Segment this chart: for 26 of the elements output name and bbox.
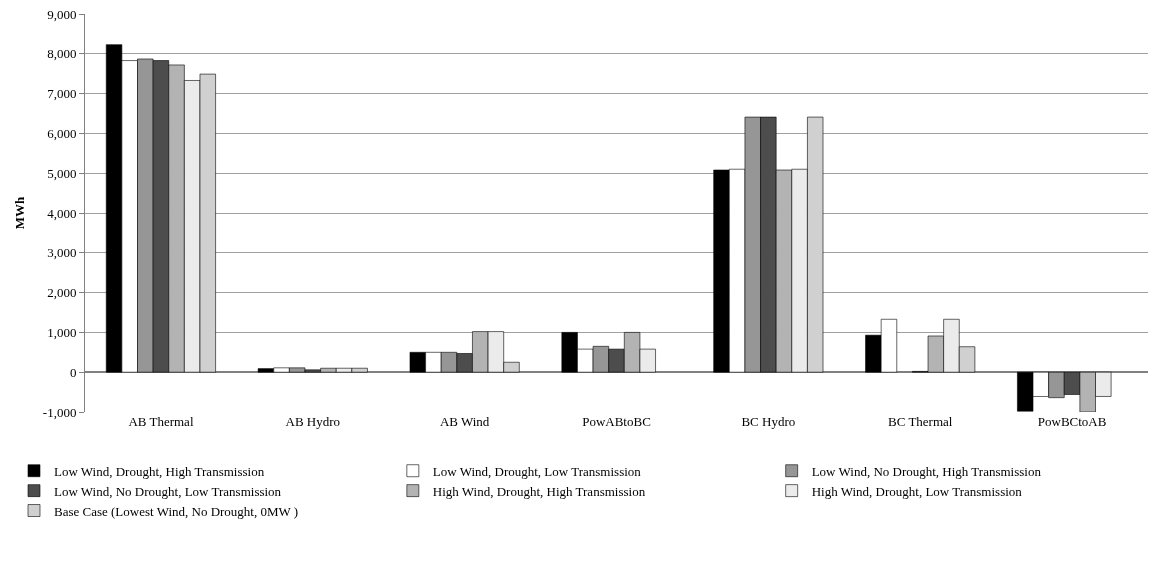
legend-label: Low Wind, Drought, High Transmission [54, 463, 265, 479]
x-tick-label: AB Thermal [128, 414, 194, 429]
x-tick-label: BC Hydro [741, 414, 796, 429]
y-tick-label: 3,000 [47, 245, 77, 261]
legend-label: Base Case (Lowest Wind, No Drought, 0MW ) [54, 503, 299, 519]
legend-label: High Wind, Drought, High Transmission [432, 483, 646, 499]
legend-label: Low Wind, No Drought, Low Transmission [54, 483, 282, 499]
legend-label: Low Wind, No Drought, High Transmission [811, 463, 1042, 479]
y-tick-label: 8,000 [47, 46, 77, 62]
y-tick-label: 2,000 [47, 285, 77, 301]
y-tick-label: 0 [69, 364, 77, 380]
y-tick-label: 5,000 [47, 165, 77, 181]
y-axis-title: MWh [11, 195, 27, 230]
legend-label: Low Wind, Drought, Low Transmission [432, 463, 642, 479]
legend-label: High Wind, Drought, Low Transmission [811, 483, 1023, 499]
y-tick-label: 7,000 [47, 86, 77, 102]
y-tick-label: 6,000 [47, 125, 77, 141]
y-tick-label: -1,000 [42, 404, 77, 420]
x-tick-label: BC Thermal [888, 414, 953, 429]
y-tick-label: 4,000 [47, 205, 77, 221]
x-tick-label: AB Hydro [285, 414, 341, 429]
y-tick-label: 9,000 [47, 6, 77, 22]
y-tick-label: 1,000 [47, 324, 77, 340]
x-tick-label: AB Wind [439, 414, 490, 429]
x-tick-label: PowABtoBC [582, 414, 651, 429]
x-tick-label: PowBCtoAB [1037, 414, 1107, 429]
